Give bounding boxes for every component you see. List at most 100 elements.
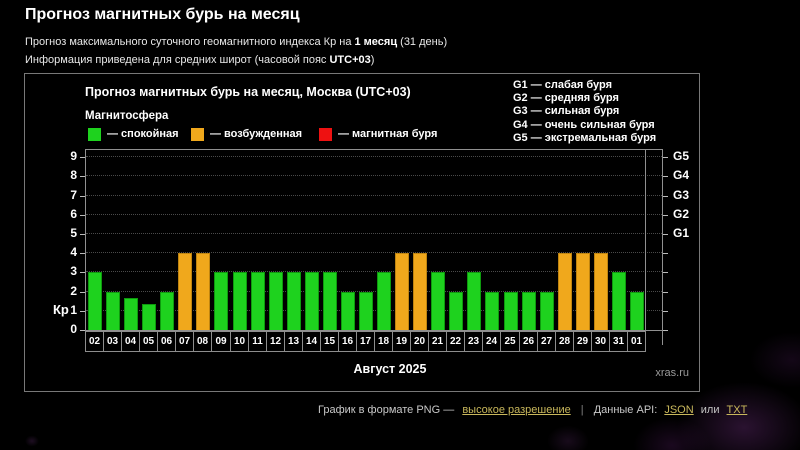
json-link[interactable]: JSON <box>664 404 694 416</box>
right-tick-5 <box>663 234 668 235</box>
plot-area <box>85 149 663 331</box>
left-tick-label-2: 2 <box>70 284 77 298</box>
footer-separator: | <box>580 404 584 416</box>
left-tick-1 <box>80 311 85 312</box>
left-tick-label-5: 5 <box>70 226 77 240</box>
plot-right-divider <box>645 150 646 330</box>
right-tick-label-G2: G2 <box>673 207 690 221</box>
gridline-kp-9 <box>86 156 662 157</box>
date-cell-30: 30 <box>591 331 610 352</box>
date-cell-11: 11 <box>248 331 267 352</box>
kp-bar-25 <box>503 292 518 330</box>
kp-bar-31 <box>611 272 626 330</box>
right-tick-8 <box>663 176 668 177</box>
date-cell-09: 09 <box>211 331 231 352</box>
date-cell-13: 13 <box>284 331 303 352</box>
right-tick-0 <box>663 330 668 331</box>
legend-label: — спокойная <box>107 128 179 140</box>
page-title: Прогноз магнитных бурь на месяц <box>25 6 300 23</box>
right-tick-label-G3: G3 <box>673 188 690 202</box>
date-cell-15: 15 <box>320 331 339 352</box>
kp-bar-08 <box>196 253 211 330</box>
info-bold: UTC+03 <box>329 54 371 66</box>
kp-bar-01 <box>629 292 644 330</box>
x-axis-label: Август 2025 <box>353 362 427 376</box>
kp-bar-10 <box>232 272 247 330</box>
kp-bar-24 <box>485 292 500 330</box>
kp-bar-12 <box>268 272 283 330</box>
chart-panel: Прогноз магнитных бурь на месяц, Москва … <box>24 73 700 392</box>
kp-bar-22 <box>449 292 464 330</box>
date-cell-31: 31 <box>609 331 628 352</box>
g-legend-item: G1 — слабая буря <box>513 79 613 91</box>
date-cell-20: 20 <box>410 331 429 352</box>
date-cell-06: 06 <box>157 331 176 352</box>
info-suffix: ) <box>370 54 375 66</box>
kp-bar-15 <box>322 272 337 330</box>
kp-bar-09 <box>214 272 229 330</box>
kp-bar-28 <box>557 253 572 330</box>
kp-bar-18 <box>377 272 392 330</box>
kp-bar-16 <box>340 292 355 330</box>
g-legend-item: G3 — сильная буря <box>513 105 620 118</box>
left-tick-label-1: 1 <box>70 303 77 317</box>
left-tick-8 <box>80 176 85 177</box>
left-tick-label-9: 9 <box>70 149 77 163</box>
kp-bar-17 <box>359 292 373 330</box>
date-cell-18: 18 <box>374 331 393 352</box>
right-tick-3 <box>663 272 668 273</box>
right-tick-9 <box>663 157 668 158</box>
kp-bar-23 <box>467 272 482 330</box>
left-tick-0 <box>80 330 85 331</box>
high-resolution-link[interactable]: высокое разрешение <box>462 404 571 416</box>
kp-bar-13 <box>286 272 301 330</box>
txt-link[interactable]: TXT <box>726 404 748 416</box>
date-cell-10: 10 <box>230 331 249 352</box>
left-tick-4 <box>80 253 85 254</box>
kp-bar-02 <box>88 272 103 330</box>
left-tick-5 <box>80 234 85 235</box>
info-prefix: Информация приведена для средних широт (… <box>25 54 330 66</box>
legend-label: — возбужденная <box>210 128 303 140</box>
right-tick-6 <box>663 215 668 216</box>
date-cell-03: 03 <box>103 331 122 352</box>
date-cell-19: 19 <box>392 331 411 352</box>
date-cell-14: 14 <box>302 331 321 352</box>
g-legend-item: G2 — средняя буря <box>513 92 619 105</box>
gridline-kp-2 <box>86 291 662 292</box>
date-cell-17: 17 <box>356 331 375 352</box>
right-tick-1 <box>663 311 668 312</box>
date-cell-21: 21 <box>428 331 447 352</box>
left-tick-label-8: 8 <box>70 168 77 182</box>
date-cell-24: 24 <box>482 331 501 352</box>
date-cell-22: 22 <box>446 331 465 352</box>
left-tick-label-0: 0 <box>70 322 77 336</box>
right-tick-7 <box>663 196 668 197</box>
footer-text-png: График в формате PNG — <box>318 404 455 416</box>
page-subtitle: Прогноз максимального суточного геомагни… <box>25 36 447 48</box>
left-tick-label-3: 3 <box>70 264 77 278</box>
kp-bar-11 <box>250 272 265 330</box>
gridline-kp-8 <box>86 175 662 176</box>
gridline-kp-1 <box>86 310 662 311</box>
subtitle-prefix: Прогноз максимального суточного геомагни… <box>25 36 355 48</box>
kp-bar-20 <box>413 253 428 330</box>
date-cell-16: 16 <box>338 331 357 352</box>
storm-color-swatch-icon <box>319 128 332 141</box>
g-legend-item: G5 — экстремальная буря <box>513 131 657 144</box>
right-tick-4 <box>663 253 668 254</box>
subtitle-bold: 1 месяц <box>354 36 398 48</box>
date-cell-26: 26 <box>519 331 538 352</box>
left-tick-6 <box>80 215 85 216</box>
left-tick-3 <box>80 272 85 273</box>
x-axis-date-row: 02 03 04 05 06 07 08 09 10 11 12 13 14 15 16 17 18 19 20 21… <box>85 331 646 353</box>
gridline-kp-6 <box>86 214 662 215</box>
kp-bar-21 <box>431 272 446 330</box>
g-legend-item: G4 — очень сильная буря <box>513 118 655 131</box>
right-tick-2 <box>663 292 668 293</box>
kp-bar-30 <box>593 253 608 330</box>
date-cell-07: 07 <box>175 331 194 352</box>
y-axis-label: Кр <box>53 302 69 317</box>
page-info: Информация приведена для средних широт (… <box>25 54 374 66</box>
right-spine-extension <box>662 331 663 345</box>
